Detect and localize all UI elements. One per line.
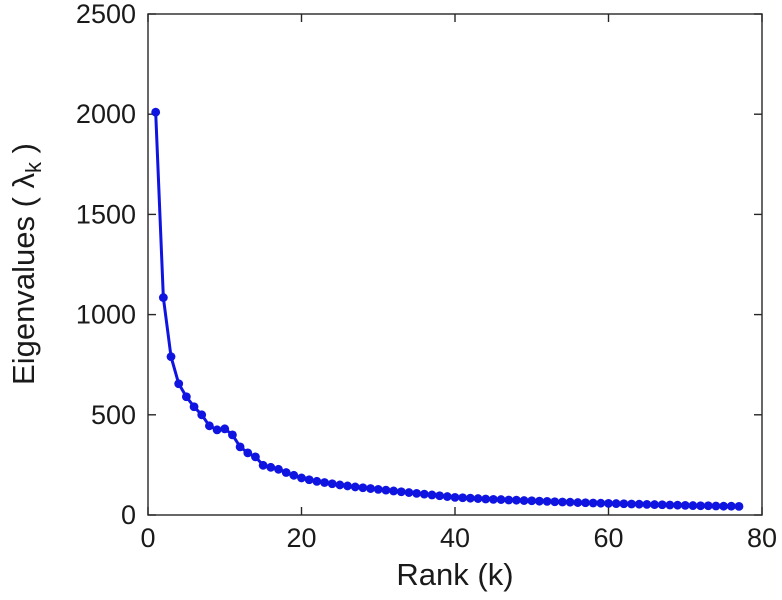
labels-layer: Rank (k) Eigenvalues ( λk ) <box>6 143 514 592</box>
x-tick-label: 80 <box>747 523 777 553</box>
data-point-marker <box>281 468 291 477</box>
data-point-marker <box>488 494 498 504</box>
data-point-marker <box>312 476 322 486</box>
y-tick-label: 500 <box>91 400 136 430</box>
data-point-marker <box>197 410 207 420</box>
data-point-marker <box>289 470 299 480</box>
data-point-marker <box>327 479 337 489</box>
data-point-marker <box>189 402 199 412</box>
data-point-marker <box>427 490 437 500</box>
x-axis-label: Rank (k) <box>396 557 513 592</box>
y-tick-label: 1500 <box>76 199 136 229</box>
data-point-marker <box>619 499 629 509</box>
data-point-marker <box>243 448 253 458</box>
data-point-marker <box>481 494 491 504</box>
data-point-marker <box>274 464 283 474</box>
data-point-marker <box>665 500 675 510</box>
data-point-marker <box>596 498 606 508</box>
data-point-marker <box>512 495 521 505</box>
data-point-marker <box>450 492 460 502</box>
data-point-marker <box>228 430 237 440</box>
data-point-marker <box>611 499 621 508</box>
data-point-marker <box>366 484 375 493</box>
data-point-marker <box>212 425 222 435</box>
y-tick-label: 1000 <box>76 300 136 330</box>
data-point-marker <box>158 293 168 302</box>
x-tick-label: 20 <box>286 523 316 553</box>
data-point-marker <box>251 452 260 462</box>
data-point-marker <box>373 484 383 494</box>
data-point-marker <box>458 493 468 503</box>
data-point-marker <box>174 379 184 389</box>
data-point-marker <box>358 483 368 493</box>
axes-layer: 0 20 40 60 80 0 500 1000 1500 2000 2500 <box>76 0 777 553</box>
data-point-marker <box>696 501 705 511</box>
data-point-marker <box>726 501 736 511</box>
data-point-marker <box>304 475 314 485</box>
data-point-marker <box>734 501 744 511</box>
data-point-marker <box>335 480 345 490</box>
data-point-marker <box>343 481 352 491</box>
data-point-marker <box>550 497 560 507</box>
data-point-marker <box>573 498 583 507</box>
data-point-marker <box>350 482 360 492</box>
axes-box <box>147 13 763 516</box>
data-point-marker <box>711 501 721 511</box>
data-point-marker <box>220 424 230 434</box>
data-point-marker <box>604 498 613 508</box>
data-point-marker <box>389 486 398 496</box>
y-tick-label: 0 <box>121 500 136 530</box>
data-point-marker <box>258 460 268 470</box>
data-point-marker <box>297 473 306 483</box>
data-point-marker <box>419 489 429 499</box>
data-point-marker <box>519 496 529 505</box>
data-point-marker <box>205 421 214 431</box>
data-point-marker <box>381 485 391 495</box>
data-point-marker <box>266 462 276 472</box>
data-point-marker <box>581 498 590 508</box>
data-point-marker <box>627 499 636 509</box>
data-point-marker <box>412 488 422 498</box>
data-point-marker <box>565 497 575 507</box>
data-point-marker <box>396 487 406 497</box>
data-point-marker <box>588 498 598 508</box>
data-point-marker <box>535 496 544 506</box>
data-point-marker <box>634 499 644 509</box>
data-point-marker <box>404 488 414 497</box>
data-point-marker <box>542 496 552 506</box>
data-point-marker <box>657 500 667 510</box>
data-point-marker <box>235 442 245 452</box>
data-series-layer <box>151 107 744 511</box>
data-point-marker <box>558 497 567 507</box>
data-point-marker <box>465 493 475 503</box>
x-tick-label: 40 <box>440 523 470 553</box>
data-point-marker <box>435 491 445 501</box>
x-tick-label: 60 <box>593 523 623 553</box>
y-axis-label: Eigenvalues ( λk ) <box>6 143 46 385</box>
data-point-marker <box>680 500 690 510</box>
data-point-marker <box>703 501 713 511</box>
data-point-marker <box>151 107 161 117</box>
data-point-marker <box>320 478 329 487</box>
data-point-marker <box>473 494 483 503</box>
y-tick-label: 2500 <box>76 0 136 29</box>
data-point-marker <box>719 501 729 511</box>
data-point-marker <box>181 392 191 402</box>
data-point-marker <box>504 495 514 505</box>
data-point-marker <box>650 500 659 509</box>
data-point-marker <box>527 496 537 506</box>
data-point-marker <box>688 501 698 510</box>
y-tick-label: 2000 <box>76 99 136 129</box>
x-tick-label: 0 <box>140 523 155 553</box>
data-point-marker <box>496 495 506 504</box>
data-point-marker <box>166 352 176 362</box>
data-point-marker <box>642 499 652 509</box>
data-point-marker <box>673 500 682 510</box>
data-point-marker <box>442 492 452 501</box>
